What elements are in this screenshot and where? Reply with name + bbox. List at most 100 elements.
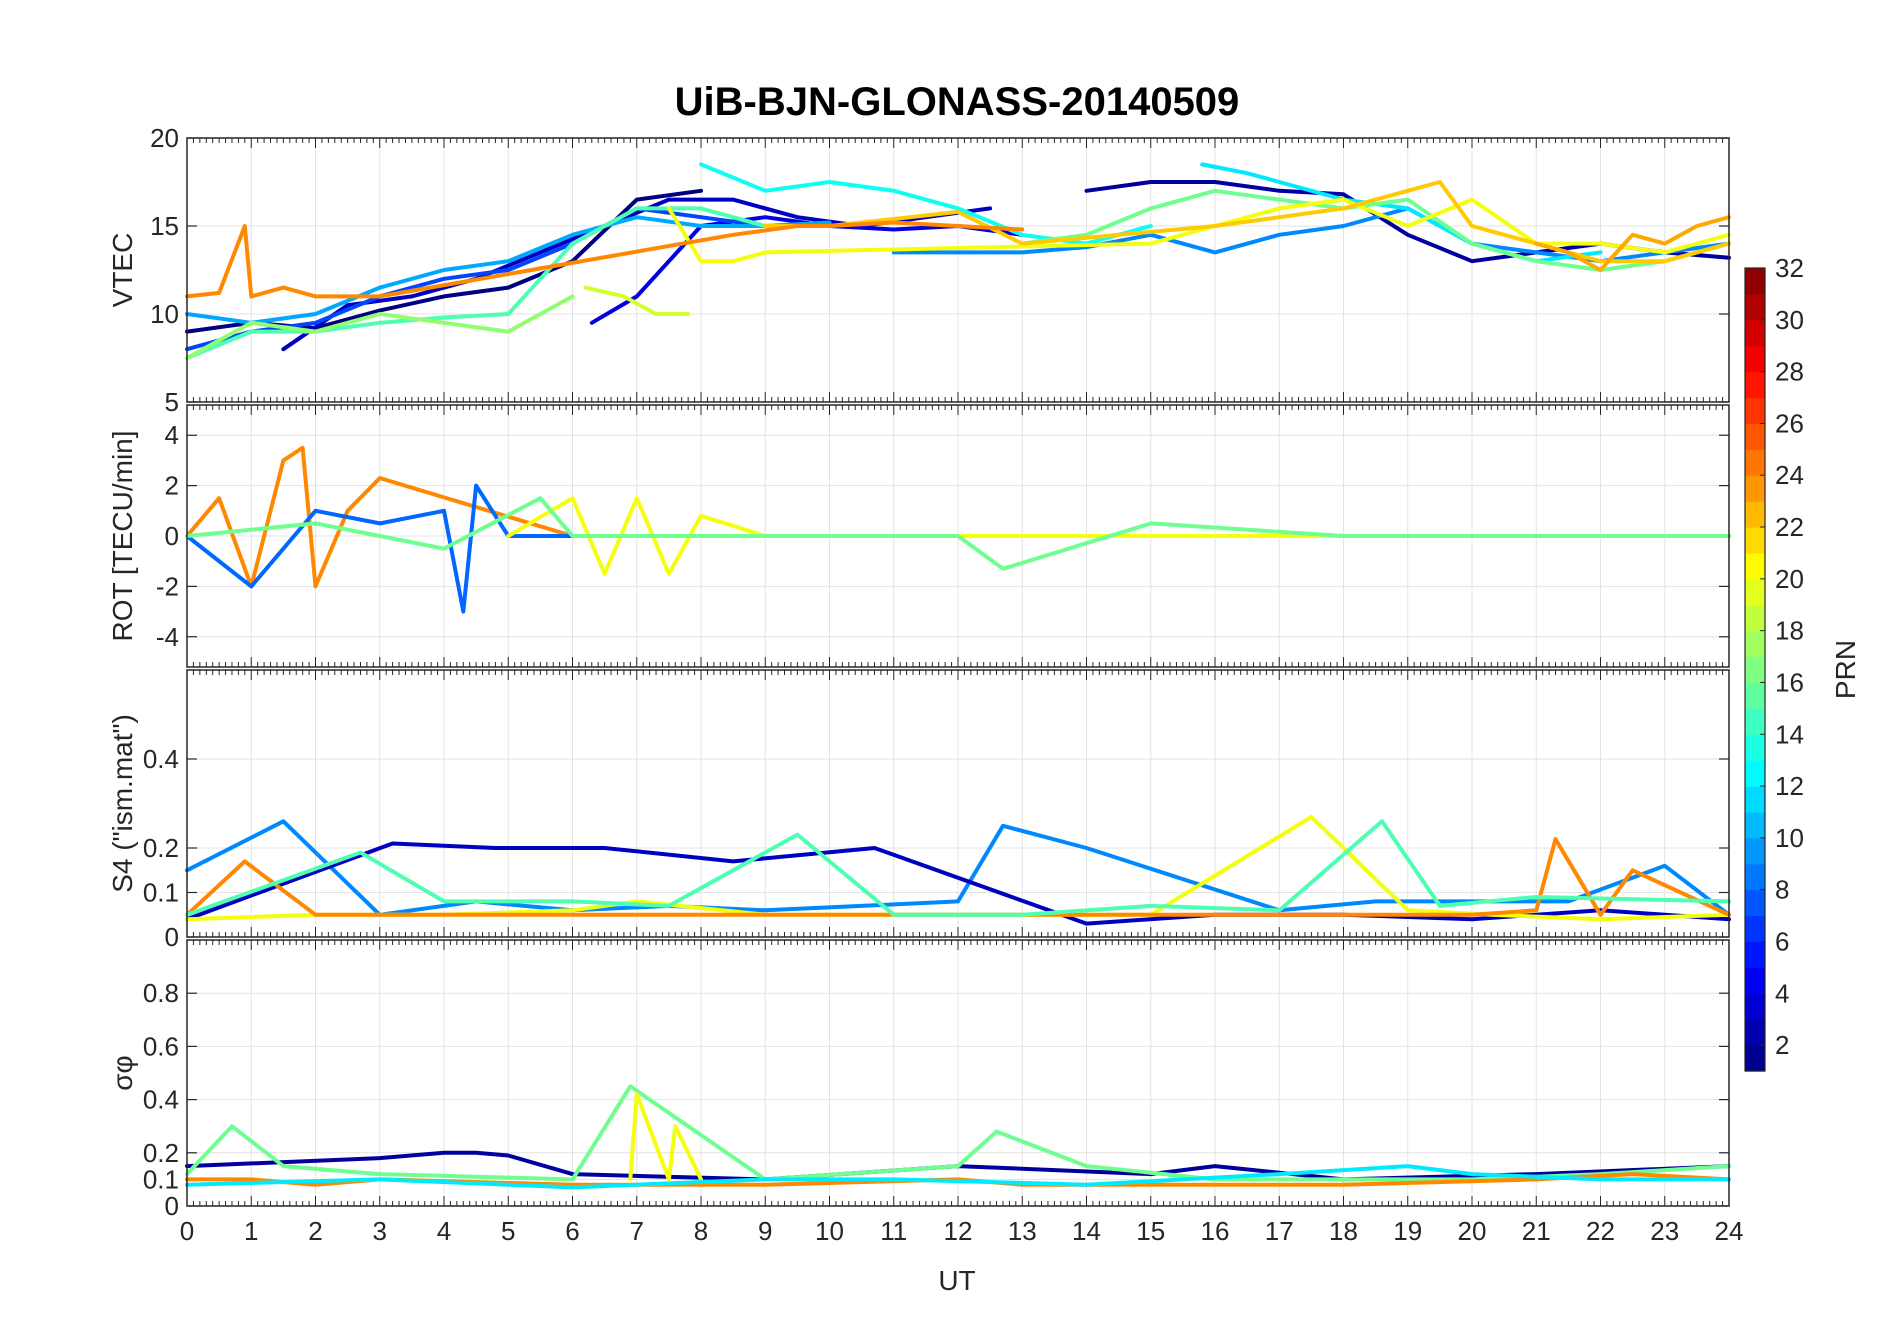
series-line-prn-20: [628, 1092, 703, 1182]
colorbar-swatch: [1745, 837, 1765, 865]
y-tick-label: 0.1: [143, 1164, 179, 1194]
colorbar-tick-label: 26: [1775, 408, 1804, 438]
x-tick-label: 6: [565, 1216, 579, 1246]
series-line-prn-24: [185, 837, 1731, 917]
y-tick-label: -2: [156, 571, 179, 601]
x-tick-label: 8: [694, 1216, 708, 1246]
colorbar-tick-label: 30: [1775, 305, 1804, 335]
y-tick-label: 20: [150, 123, 179, 153]
y-tick-label: 4: [165, 420, 179, 450]
series-line-prn-24: [185, 220, 1025, 299]
series-line-prn-22: [763, 180, 1731, 264]
series-line-prn-12: [185, 1164, 1731, 1190]
colorbar-swatch: [1745, 941, 1765, 968]
y-tick-label: 0.2: [143, 1138, 179, 1168]
series-line-prn-20: [666, 197, 1731, 264]
y-tick-label: 0: [165, 1191, 179, 1221]
x-tick-label: 23: [1650, 1216, 1679, 1246]
x-tick-label: 7: [630, 1216, 644, 1246]
colorbar-swatch: [1745, 786, 1765, 813]
y-tick-label: 0.6: [143, 1031, 179, 1061]
colorbar-swatch: [1745, 915, 1765, 943]
y-tick-label: 0.2: [143, 833, 179, 863]
colorbar-tick-label: 24: [1775, 460, 1804, 490]
x-tick-label: 21: [1522, 1216, 1551, 1246]
x-tick-label: 5: [501, 1216, 515, 1246]
x-tick-label: 15: [1136, 1216, 1165, 1246]
axes-frame: [186, 669, 1730, 938]
colorbar-tick-label: 2: [1775, 1030, 1789, 1060]
colorbar-swatch: [1745, 371, 1765, 399]
colorbar-swatch: [1745, 993, 1765, 1020]
series-line-prn-10: [185, 215, 832, 325]
x-tick-label: 10: [815, 1216, 844, 1246]
y-axis-label: VTEC: [107, 233, 138, 308]
colorbar-swatch: [1745, 397, 1765, 425]
colorbar-swatch: [1745, 1019, 1765, 1046]
y-tick-label: 2: [165, 471, 179, 501]
colorbar-tick-label: 16: [1775, 667, 1804, 697]
y-tick-label: 0.1: [143, 878, 179, 908]
x-tick-label: 19: [1393, 1216, 1422, 1246]
panel-1: 5 10 15 20 VTEC: [107, 123, 1731, 417]
chart-title: UiB-BJN-GLONASS-20140509: [675, 80, 1240, 124]
colorbar-tick-label: 10: [1775, 823, 1804, 853]
y-axis-label: ROT [TECU/min]: [107, 430, 138, 641]
series-line-prn-16: [1020, 188, 1731, 272]
colorbar-swatch: [1745, 578, 1765, 606]
y-tick-label: 10: [150, 299, 179, 329]
colorbar-tick-label: 20: [1775, 564, 1804, 594]
series-line-prn-3: [185, 841, 1731, 926]
panel-3: 0 0.1 0.2 0.4S4 ("ism.mat"): [107, 669, 1731, 952]
colorbar-swatch: [1745, 682, 1765, 709]
colorbar-tick-label: 6: [1775, 926, 1789, 956]
colorbar-swatch: [1745, 293, 1765, 321]
colorbar-frame: [1744, 267, 1766, 1072]
colorbar-swatch: [1745, 552, 1765, 580]
colorbar-tick-label: 8: [1775, 875, 1789, 905]
colorbar-swatch: [1745, 527, 1765, 554]
x-tick-label: 18: [1329, 1216, 1358, 1246]
x-tick-label: 0: [180, 1216, 194, 1246]
colorbar-swatch: [1745, 268, 1765, 295]
series-line-prn-16: [185, 496, 1731, 571]
colorbar-tick-label: 14: [1775, 719, 1804, 749]
colorbar-swatch: [1745, 630, 1765, 658]
y-tick-label: -4: [156, 622, 179, 652]
x-tick-label: 2: [308, 1216, 322, 1246]
panel-4: 00.10.2 0.4 0.6 0.8 σφ: [107, 939, 1731, 1221]
series-line-prn-16: [185, 1084, 1731, 1182]
x-axis-label: UT: [938, 1265, 975, 1296]
colorbar-tick-label: 22: [1775, 512, 1804, 542]
axes-frame: [186, 404, 1730, 668]
x-tick-label: 14: [1072, 1216, 1101, 1246]
colorbar-swatch: [1745, 501, 1765, 528]
y-tick-label: 0.4: [143, 1085, 179, 1115]
series-line-prn-17: [185, 294, 575, 360]
colorbar-swatch: [1745, 811, 1765, 839]
x-tick-label: 16: [1201, 1216, 1230, 1246]
colorbar-swatch: [1745, 319, 1765, 347]
x-axis: 0 1 2 3 4 5 6 7 8 9 10 11 12 13 14 15 16 17 18 19 20 21 22 23 24: [180, 1216, 1744, 1246]
colorbar-swatch: [1745, 423, 1765, 450]
series-line-prn-4: [589, 215, 1025, 325]
colorbar-label: PRN: [1830, 640, 1861, 699]
axes-frame: [186, 137, 1730, 403]
colorbar-swatch: [1745, 708, 1765, 735]
series-line-prn-23: [1534, 215, 1731, 272]
colorbar-tick-label: 18: [1775, 616, 1804, 646]
colorbar-swatch: [1745, 1045, 1765, 1072]
x-tick-label: 13: [1008, 1216, 1037, 1246]
colorbar-swatch: [1745, 449, 1765, 476]
x-tick-label: 11: [880, 1216, 907, 1246]
y-tick-label: 0: [165, 521, 179, 551]
colorbar-swatch: [1745, 734, 1765, 761]
x-tick-label: 17: [1265, 1216, 1294, 1246]
series-line-prn-15: [185, 819, 1731, 917]
x-tick-label: 24: [1715, 1216, 1744, 1246]
y-axis-label: σφ: [107, 1055, 138, 1090]
colorbar-tick-label: 12: [1775, 771, 1804, 801]
